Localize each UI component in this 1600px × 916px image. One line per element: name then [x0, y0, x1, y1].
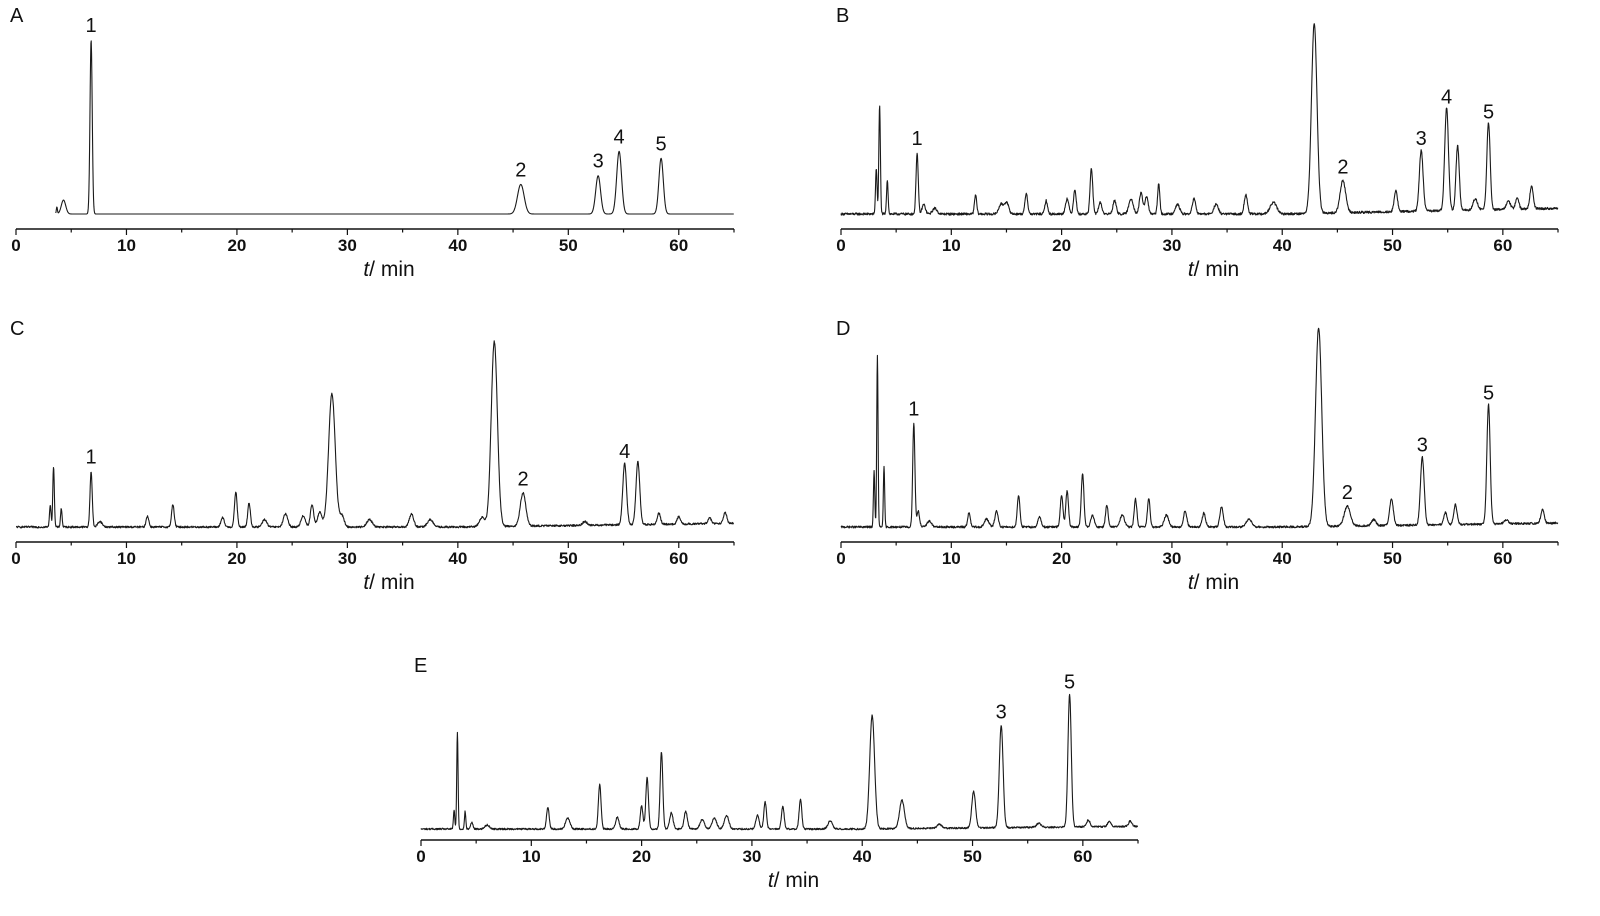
chromatogram-panel-d: D 0 10 20 30 40 50 60 t/ min 1 2 3 5 [836, 318, 1559, 594]
panel-label: B [836, 5, 849, 27]
x-tick-label: 50 [963, 847, 982, 866]
x-tick-label: 0 [11, 549, 20, 568]
panel-label: C [10, 318, 24, 340]
x-tick-label: 30 [1162, 549, 1181, 568]
x-tick-label: 30 [338, 236, 357, 255]
chromatogram-panel-c: C 0 10 20 30 40 50 60 t/ min 1 2 4 [10, 318, 735, 594]
x-axis-title: t/ min [363, 258, 414, 281]
peak-number-label: 4 [619, 441, 630, 463]
x-tick-label: 40 [1273, 236, 1292, 255]
chromatogram-trace [840, 327, 1559, 529]
x-tick-label: 50 [1383, 549, 1402, 568]
x-tick-label: 20 [1052, 236, 1071, 255]
chromatogram-trace [55, 40, 734, 215]
peak-number-label: 4 [1441, 86, 1452, 108]
x-tick-label: 50 [1383, 236, 1402, 255]
peak-number-label: 1 [912, 128, 923, 150]
peak-number-label: 2 [1342, 482, 1353, 504]
x-tick-label: 30 [1162, 236, 1181, 255]
peak-number-label: 3 [996, 701, 1007, 723]
chromatogram-panel-a: A 0 10 20 30 40 50 60 t/ min 1 2 34 5 [10, 5, 735, 281]
x-tick-label: 0 [836, 236, 845, 255]
x-tick-label: 50 [559, 236, 578, 255]
peak-number-label: 3 [1417, 434, 1428, 456]
peak-number-label: 5 [1483, 383, 1494, 405]
chromatogram-panel-b: B 0 10 20 30 40 50 60 t/ min 1 2 34 5 [836, 5, 1559, 281]
x-tick-label: 60 [1493, 549, 1512, 568]
x-tick-label: 10 [942, 549, 961, 568]
x-tick-label: 20 [1052, 549, 1071, 568]
x-tick-label: 20 [227, 236, 246, 255]
x-tick-label: 20 [227, 549, 246, 568]
x-tick-label: 0 [836, 549, 845, 568]
x-tick-label: 0 [416, 847, 425, 866]
x-tick-label: 0 [11, 236, 20, 255]
peak-number-label: 4 [614, 126, 625, 148]
chromatogram-trace [840, 23, 1559, 216]
x-tick-label: 40 [448, 236, 467, 255]
x-tick-label: 10 [942, 236, 961, 255]
peak-number-label: 3 [1416, 128, 1427, 150]
x-tick-label: 60 [669, 549, 688, 568]
peak-number-label: 5 [656, 133, 667, 155]
chromatogram-panel-e: E 0 10 20 30 40 50 60 t/ min 3 5 [414, 655, 1139, 892]
peak-number-label: 2 [517, 469, 528, 491]
chromatogram-trace [15, 340, 734, 529]
x-tick-label: 40 [853, 847, 872, 866]
x-tick-label: 30 [742, 847, 761, 866]
x-tick-label: 10 [117, 549, 136, 568]
x-tick-label: 30 [338, 549, 357, 568]
peak-number-label: 1 [86, 447, 97, 469]
peak-number-label: 2 [515, 159, 526, 181]
peak-number-label: 2 [1337, 157, 1348, 179]
chromatogram-trace [420, 693, 1139, 831]
x-tick-label: 40 [448, 549, 467, 568]
panel-label: E [414, 655, 427, 677]
x-axis-title: t/ min [1188, 571, 1239, 594]
x-tick-label: 40 [1273, 549, 1292, 568]
peak-number-label: 5 [1483, 102, 1494, 124]
x-tick-label: 50 [559, 549, 578, 568]
peak-number-label: 1 [908, 399, 919, 421]
panel-label: D [836, 318, 850, 340]
peak-number-label: 5 [1064, 672, 1075, 694]
peak-number-label: 1 [86, 15, 97, 37]
x-axis-title: t/ min [1188, 258, 1239, 281]
x-tick-label: 60 [669, 236, 688, 255]
x-axis-title: t/ min [768, 869, 819, 892]
peak-number-label: 3 [593, 151, 604, 173]
x-tick-label: 20 [632, 847, 651, 866]
x-axis-title: t/ min [363, 571, 414, 594]
x-tick-label: 10 [117, 236, 136, 255]
x-tick-label: 60 [1493, 236, 1512, 255]
x-tick-label: 10 [522, 847, 541, 866]
x-tick-label: 60 [1073, 847, 1092, 866]
panel-label: A [10, 5, 24, 27]
